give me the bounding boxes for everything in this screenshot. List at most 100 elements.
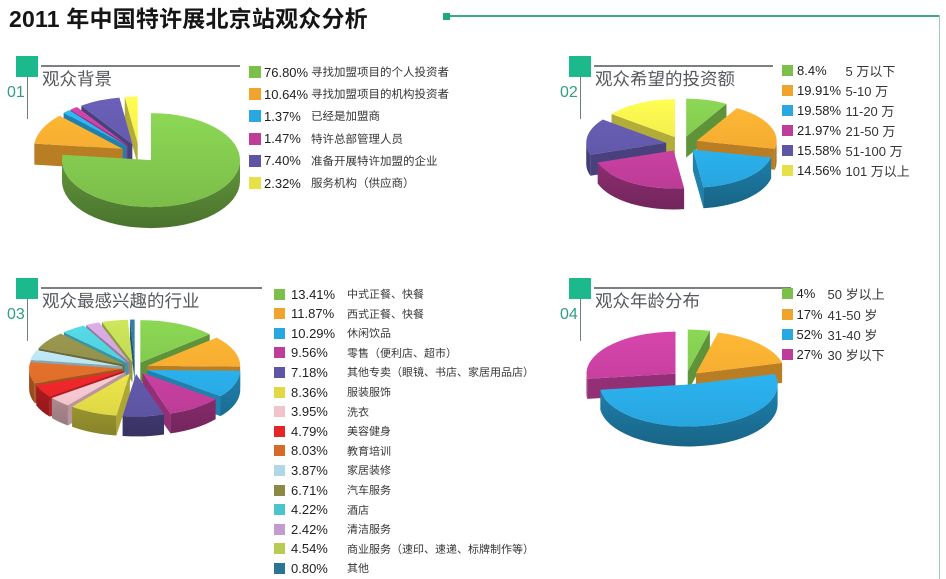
pie-slice-top bbox=[611, 99, 675, 138]
legend-item: 76.80% 寻找加盟项目的个人投资者 bbox=[249, 64, 449, 80]
legend-percent: 9.56% bbox=[291, 345, 328, 361]
legend-swatch bbox=[274, 308, 285, 320]
pie-slice bbox=[124, 96, 138, 165]
section-title-rule bbox=[41, 287, 262, 289]
section-number: 04 bbox=[560, 306, 578, 323]
legend-swatch bbox=[249, 110, 261, 123]
legend-swatch bbox=[782, 65, 793, 76]
legend-percent: 2.42% bbox=[291, 521, 328, 537]
legend-item: 19.91% 5-10 万 bbox=[782, 83, 888, 99]
pie-audience-background bbox=[34, 96, 240, 229]
legend-item: 21.97% 21-50 万 bbox=[782, 123, 895, 139]
legend-item: 1.37% 已经是加盟商 bbox=[249, 108, 380, 124]
legend-swatch bbox=[274, 347, 285, 359]
legend-swatch bbox=[274, 484, 285, 496]
pie-slice-top bbox=[29, 362, 123, 384]
legend-percent: 7.40% bbox=[264, 153, 301, 169]
legend-item: 13.41% 中式正餐、快餐 bbox=[274, 286, 424, 302]
legend-swatch bbox=[249, 154, 261, 167]
pie-slice-side bbox=[116, 373, 130, 436]
pie-slice-top bbox=[147, 369, 241, 397]
section-number: 01 bbox=[7, 84, 25, 101]
legend-swatch bbox=[274, 366, 285, 378]
pie-slice-rim bbox=[220, 370, 241, 417]
pie-interested-industries bbox=[29, 319, 241, 437]
legend-percent: 4.54% bbox=[291, 541, 328, 557]
legend-swatch bbox=[782, 348, 793, 360]
legend-swatch bbox=[249, 132, 261, 145]
pie-slice bbox=[122, 373, 165, 437]
pie-slice-top bbox=[63, 325, 128, 364]
pie-slice-top bbox=[586, 119, 667, 155]
pie-slice bbox=[687, 329, 710, 392]
pie-slice-rim bbox=[597, 162, 685, 210]
pie-slice-top bbox=[86, 322, 130, 363]
legend-item: 15.58% 51-100 万 bbox=[782, 143, 903, 159]
pie-slice-top bbox=[70, 106, 129, 146]
legend-item: 52% 31-40 岁 bbox=[782, 326, 877, 343]
pie-slice-top bbox=[101, 319, 133, 363]
legend-item: 19.58% 11-20 万 bbox=[782, 103, 894, 119]
section-number: 03 bbox=[7, 306, 25, 323]
legend-percent: 4% bbox=[796, 286, 816, 302]
deco-square bbox=[443, 13, 450, 20]
pie-slice-side bbox=[124, 97, 138, 165]
pie-slice-top bbox=[586, 331, 676, 379]
legend-label: 寻找加盟项目的个人投资者 bbox=[311, 67, 449, 79]
legend-percent: 3.87% bbox=[291, 462, 328, 478]
legend-item: 4% 50 岁以上 bbox=[782, 286, 885, 302]
pie-slice-top bbox=[122, 373, 165, 417]
legend-label: 已经是加盟商 bbox=[311, 111, 380, 124]
legend-swatch bbox=[274, 504, 285, 516]
legend-percent: 2.32% bbox=[264, 175, 301, 191]
page-title: 2011 年中国特许展北京站观众分析 bbox=[9, 6, 368, 32]
pie-slice-rim bbox=[600, 384, 778, 447]
pie-hoped-investment bbox=[586, 98, 777, 210]
pie-slice bbox=[72, 373, 130, 436]
legend-item: 0.80% 其他 bbox=[274, 560, 369, 576]
legend-percent: 10.29% bbox=[291, 325, 336, 341]
section-marker-square bbox=[16, 278, 38, 299]
section-drop-line bbox=[27, 77, 28, 119]
legend-percent: 8.36% bbox=[291, 384, 328, 400]
pie-slice-top bbox=[81, 97, 133, 145]
pie-slice bbox=[686, 98, 727, 158]
legend-swatch bbox=[782, 145, 793, 156]
legend-label: 清洁服务 bbox=[347, 524, 391, 537]
legend-percent: 13.41% bbox=[291, 286, 336, 302]
legend-percent: 8.4% bbox=[797, 63, 827, 78]
legend-percent: 8.03% bbox=[291, 443, 328, 459]
legend-label: 汽车服务 bbox=[347, 485, 391, 497]
legend-item: 11.87% 西式正餐、快餐 bbox=[274, 306, 424, 322]
pie-slice-top bbox=[30, 349, 123, 367]
legend-label: 5-10 万 bbox=[845, 84, 889, 99]
legend-item: 3.95% 洗衣 bbox=[274, 404, 369, 420]
legend-percent: 10.64% bbox=[264, 86, 309, 102]
legend-item: 10.64% 寻找加盟项目的机构投资者 bbox=[249, 86, 449, 102]
legend-item: 2.32% 服务机构（供应商） bbox=[249, 175, 415, 191]
legend-item: 7.40% 准备开展特许加盟的企业 bbox=[249, 153, 438, 169]
pie-slice bbox=[600, 374, 778, 447]
legend-label: 西式正餐、快餐 bbox=[347, 308, 424, 321]
legend-item: 9.56% 零售（便利店、超市） bbox=[274, 345, 457, 361]
legend-swatch bbox=[274, 562, 285, 574]
legend-label: 特许总部管理人员 bbox=[311, 133, 403, 146]
legend-item: 8.36% 服装服饰 bbox=[274, 384, 391, 400]
pie-slice-top bbox=[140, 320, 210, 363]
legend-label: 5 万以下 bbox=[845, 64, 896, 79]
legend-label: 寻找加盟项目的机构投资者 bbox=[311, 89, 449, 102]
legend-percent: 21.97% bbox=[797, 123, 842, 138]
pie-slice-top bbox=[147, 337, 241, 367]
legend-label: 51-100 万 bbox=[845, 144, 903, 159]
legend-label: 准备开展特许加盟的企业 bbox=[311, 155, 438, 168]
pie-slice-rim bbox=[122, 414, 165, 437]
legend-item: 7.18% 其他专卖（眼镜、书店、家居用品店） bbox=[274, 364, 534, 380]
section-title: 观众希望的投资额 bbox=[595, 69, 735, 89]
legend-swatch bbox=[274, 543, 285, 555]
pie-slice-top bbox=[130, 319, 135, 363]
pie-slice-rim bbox=[61, 160, 240, 229]
pie-slice-top bbox=[600, 374, 778, 427]
pie-slice-side bbox=[686, 103, 727, 158]
legend-label: 21-50 万 bbox=[845, 124, 896, 139]
